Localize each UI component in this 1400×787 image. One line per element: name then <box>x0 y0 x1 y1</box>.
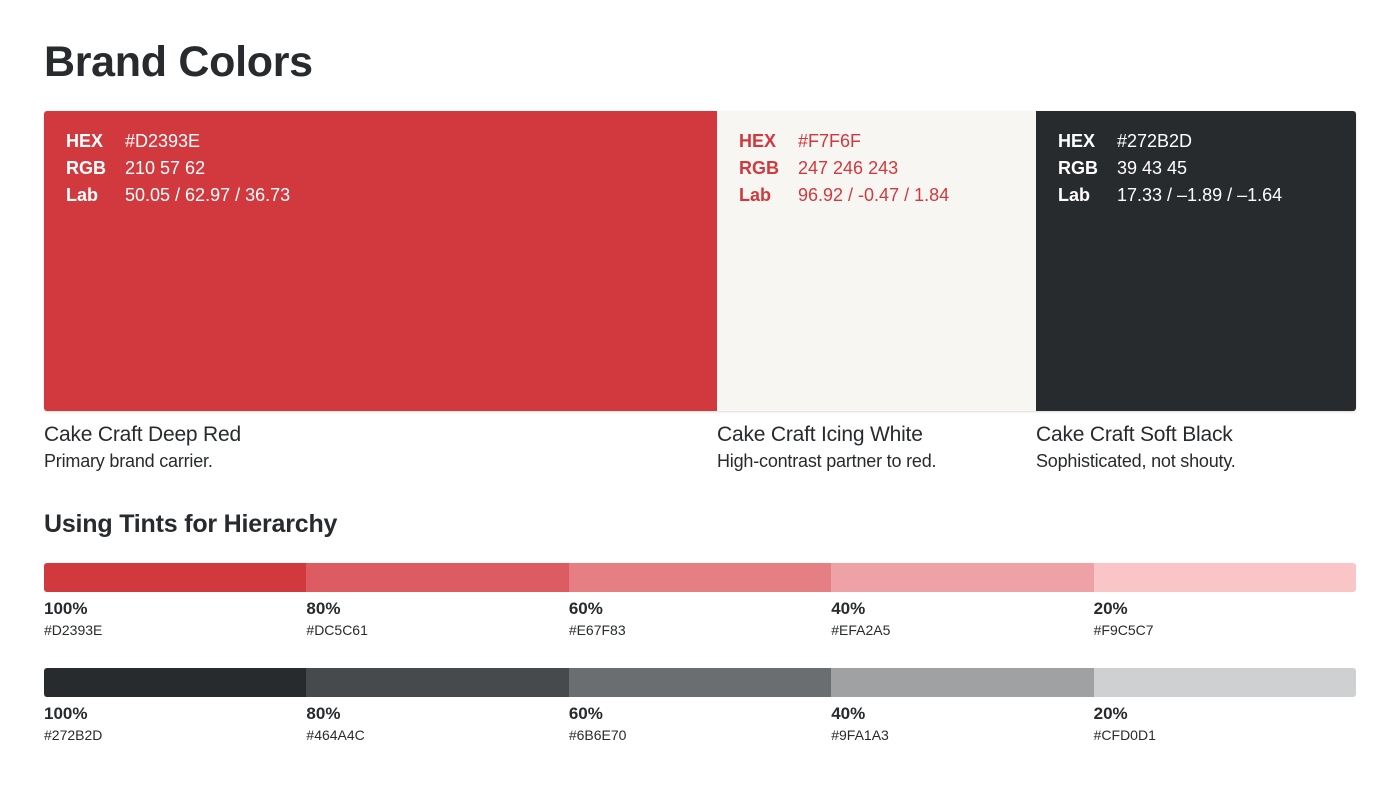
brand-swatch-row: HEX #D2393E RGB 210 57 62 Lab 50.05 / 62… <box>44 111 1356 411</box>
tint-segment-60 <box>568 668 832 697</box>
tint-segment-80 <box>306 563 569 592</box>
swatch-soft-black: HEX #272B2D RGB 39 43 45 Lab 17.33 / –1.… <box>1036 111 1356 411</box>
spec-label-hex: HEX <box>1058 131 1096 151</box>
tint-bar <box>44 668 1356 697</box>
spec-value-hex: #F7F6F <box>798 131 862 151</box>
tint-hex: #E67F83 <box>568 622 626 638</box>
swatch-specs: HEX #272B2D RGB 39 43 45 Lab 17.33 / –1.… <box>1058 131 1334 206</box>
tint-hex: #272B2D <box>44 727 103 743</box>
caption-soft-black: Cake Craft Soft Black Sophisticated, not… <box>1036 421 1356 473</box>
tint-segment-40 <box>831 668 1094 697</box>
color-name: Cake Craft Icing White <box>717 423 923 446</box>
spec-label-hex: HEX <box>66 131 104 151</box>
color-name: Cake Craft Soft Black <box>1036 423 1233 446</box>
tint-percent: 60% <box>568 704 603 723</box>
tint-hex: #CFD0D1 <box>1093 727 1156 743</box>
swatch-specs: HEX #F7F6F RGB 247 246 243 Lab 96.92 / -… <box>739 131 1014 206</box>
tint-labels: 100% #272B2D 80% #464A4C 60% #6B6E70 40%… <box>44 703 1356 744</box>
color-description: Sophisticated, not shouty. <box>1036 451 1236 471</box>
tint-segment-20 <box>1093 668 1356 697</box>
section-title-tints: Using Tints for Hierarchy <box>44 510 338 538</box>
swatch-specs: HEX #D2393E RGB 210 57 62 Lab 50.05 / 62… <box>66 131 695 206</box>
caption-deep-red: Cake Craft Deep Red Primary brand carrie… <box>44 421 717 473</box>
page-title: Brand Colors <box>44 38 313 86</box>
tint-hex: #DC5C61 <box>306 622 368 638</box>
spec-value-hex: #D2393E <box>125 131 201 151</box>
swatch-icing-white: HEX #F7F6F RGB 247 246 243 Lab 96.92 / -… <box>717 111 1036 411</box>
color-description: High-contrast partner to red. <box>717 451 937 471</box>
tint-percent: 100% <box>44 599 88 618</box>
spec-label-lab: Lab <box>66 185 99 205</box>
tint-percent: 80% <box>306 599 341 618</box>
tint-label: 100% #D2393E <box>44 598 306 639</box>
tint-labels: 100% #D2393E 80% #DC5C61 60% #E67F83 40%… <box>44 598 1356 639</box>
spec-value-lab: 50.05 / 62.97 / 36.73 <box>125 185 291 205</box>
spec-value-hex: #272B2D <box>1117 131 1193 151</box>
tint-label: 60% #E67F83 <box>569 598 831 639</box>
tint-label: 40% #EFA2A5 <box>831 598 1093 639</box>
spec-value-rgb: 210 57 62 <box>125 158 206 178</box>
tint-hex: #9FA1A3 <box>831 727 889 743</box>
tint-percent: 20% <box>1093 599 1128 618</box>
spec-label-rgb: RGB <box>66 158 106 178</box>
tint-segment-100 <box>44 563 307 592</box>
tint-hex: #EFA2A5 <box>831 622 891 638</box>
color-description: Primary brand carrier. <box>44 451 213 471</box>
color-name: Cake Craft Deep Red <box>44 423 241 446</box>
spec-value-lab: 17.33 / –1.89 / –1.64 <box>1117 185 1283 205</box>
tint-hex: #6B6E70 <box>568 727 627 743</box>
tint-percent: 80% <box>306 704 341 723</box>
spec-value-rgb: 39 43 45 <box>1117 158 1188 178</box>
tint-segment-80 <box>306 668 569 697</box>
tint-percent: 40% <box>831 704 866 723</box>
caption-icing-white: Cake Craft Icing White High-contrast par… <box>717 421 1036 473</box>
tint-label: 80% #DC5C61 <box>306 598 568 639</box>
tint-hex: #F9C5C7 <box>1093 622 1154 638</box>
tint-percent: 20% <box>1093 704 1128 723</box>
swatch-deep-red: HEX #D2393E RGB 210 57 62 Lab 50.05 / 62… <box>44 111 717 411</box>
tint-segment-20 <box>1093 563 1356 592</box>
spec-label-rgb: RGB <box>1058 158 1098 178</box>
tint-percent: 60% <box>568 599 603 618</box>
tint-scale-red: 100% #D2393E 80% #DC5C61 60% #E67F83 40%… <box>44 563 1356 639</box>
spec-label-hex: HEX <box>739 131 777 151</box>
tint-label: 20% #CFD0D1 <box>1094 703 1356 744</box>
tint-bar <box>44 563 1356 592</box>
spec-label-lab: Lab <box>739 185 772 205</box>
tint-percent: 40% <box>831 599 866 618</box>
tint-label: 100% #272B2D <box>44 703 306 744</box>
tint-label: 40% #9FA1A3 <box>831 703 1093 744</box>
spec-value-rgb: 247 246 243 <box>798 158 899 178</box>
spec-value-lab: 96.92 / -0.47 / 1.84 <box>798 185 950 205</box>
tint-percent: 100% <box>44 704 88 723</box>
tint-segment-60 <box>568 563 832 592</box>
tint-label: 60% #6B6E70 <box>569 703 831 744</box>
swatch-captions: Cake Craft Deep Red Primary brand carrie… <box>44 421 1356 473</box>
tint-segment-40 <box>831 563 1094 592</box>
tint-hex: #464A4C <box>306 727 365 743</box>
tint-scale-black: 100% #272B2D 80% #464A4C 60% #6B6E70 40%… <box>44 668 1356 744</box>
spec-label-lab: Lab <box>1058 185 1091 205</box>
tint-label: 20% #F9C5C7 <box>1094 598 1356 639</box>
tint-hex: #D2393E <box>44 622 103 638</box>
spec-label-rgb: RGB <box>739 158 779 178</box>
tint-segment-100 <box>44 668 307 697</box>
tint-label: 80% #464A4C <box>306 703 568 744</box>
